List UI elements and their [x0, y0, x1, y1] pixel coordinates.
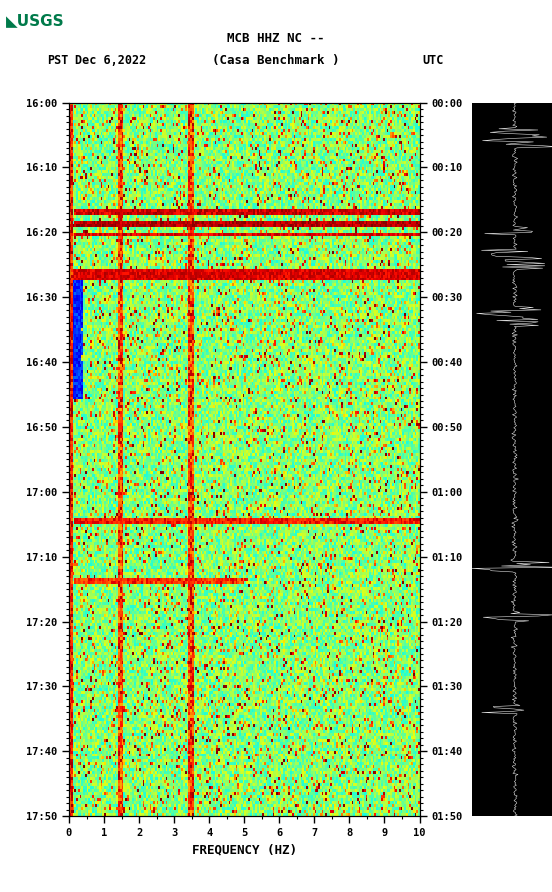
Text: ◣USGS: ◣USGS	[6, 13, 64, 29]
Text: MCB HHZ NC --: MCB HHZ NC --	[227, 31, 325, 45]
X-axis label: FREQUENCY (HZ): FREQUENCY (HZ)	[192, 844, 297, 856]
Text: PST: PST	[47, 54, 68, 67]
Text: UTC: UTC	[422, 54, 444, 67]
Text: Dec 6,2022: Dec 6,2022	[75, 54, 146, 67]
Text: (Casa Benchmark ): (Casa Benchmark )	[213, 54, 339, 67]
